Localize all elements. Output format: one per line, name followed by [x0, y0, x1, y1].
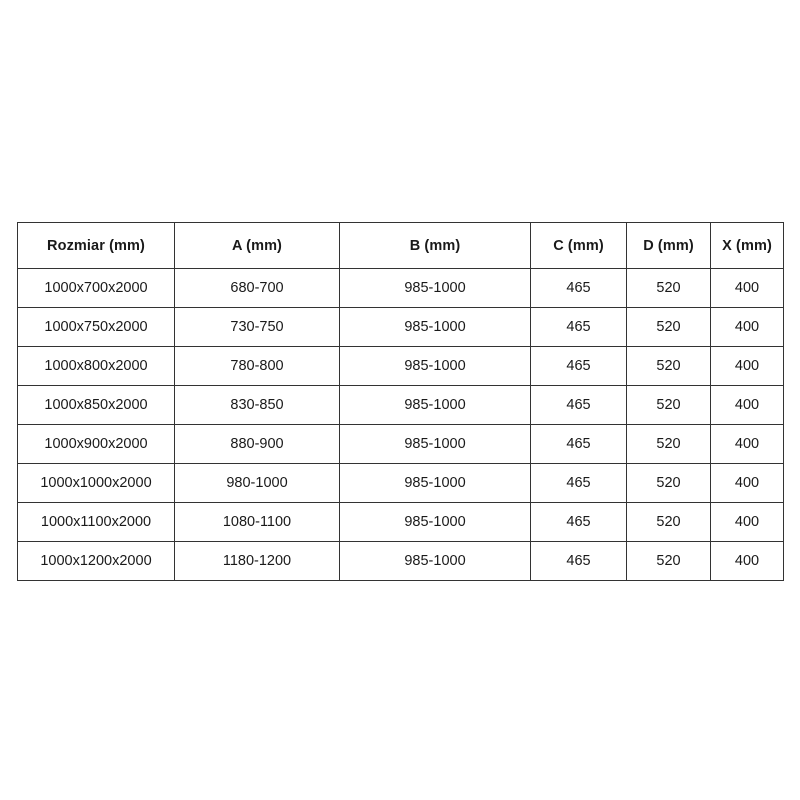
column-header-size: Rozmiar (mm) [17, 222, 175, 269]
cell-b: 985-1000 [339, 307, 531, 347]
cell-x: 400 [710, 424, 784, 464]
table-row: 1000x700x2000 680-700 985-1000 465 520 400 [17, 268, 784, 308]
cell-a: 780-800 [174, 346, 340, 386]
cell-a: 1180-1200 [174, 541, 340, 581]
cell-d: 520 [626, 541, 711, 581]
cell-b: 985-1000 [339, 268, 531, 308]
cell-c: 465 [530, 541, 627, 581]
cell-b: 985-1000 [339, 463, 531, 503]
cell-b: 985-1000 [339, 385, 531, 425]
table-body: 1000x700x2000 680-700 985-1000 465 520 400 100… [17, 268, 784, 581]
cell-size: 1000x850x2000 [17, 385, 175, 425]
cell-a: 730-750 [174, 307, 340, 347]
cell-a: 830-850 [174, 385, 340, 425]
cell-a: 980-1000 [174, 463, 340, 503]
cell-d: 520 [626, 463, 711, 503]
cell-d: 520 [626, 268, 711, 308]
cell-c: 465 [530, 307, 627, 347]
cell-size: 1000x750x2000 [17, 307, 175, 347]
table-row: 1000x800x2000 780-800 985-1000 465 520 400 [17, 346, 784, 386]
column-header-c: C (mm) [530, 222, 627, 269]
cell-x: 400 [710, 346, 784, 386]
table-header-row: Rozmiar (mm) A (mm) B (mm) C (mm) D (mm)… [17, 222, 784, 269]
cell-c: 465 [530, 385, 627, 425]
table-header: Rozmiar (mm) A (mm) B (mm) C (mm) D (mm)… [17, 222, 784, 269]
cell-c: 465 [530, 502, 627, 542]
cell-b: 985-1000 [339, 541, 531, 581]
dimensions-table: Rozmiar (mm) A (mm) B (mm) C (mm) D (mm)… [17, 222, 784, 581]
cell-b: 985-1000 [339, 346, 531, 386]
table-row: 1000x850x2000 830-850 985-1000 465 520 400 [17, 385, 784, 425]
cell-d: 520 [626, 424, 711, 464]
cell-x: 400 [710, 268, 784, 308]
cell-x: 400 [710, 541, 784, 581]
cell-size: 1000x1100x2000 [17, 502, 175, 542]
cell-c: 465 [530, 463, 627, 503]
cell-c: 465 [530, 424, 627, 464]
cell-a: 680-700 [174, 268, 340, 308]
table-row: 1000x1100x2000 1080-1100 985-1000 465 520 400 [17, 502, 784, 542]
cell-d: 520 [626, 502, 711, 542]
cell-size: 1000x1200x2000 [17, 541, 175, 581]
cell-size: 1000x700x2000 [17, 268, 175, 308]
column-header-x: X (mm) [710, 222, 784, 269]
cell-a: 1080-1100 [174, 502, 340, 542]
column-header-d: D (mm) [626, 222, 711, 269]
cell-b: 985-1000 [339, 424, 531, 464]
cell-size: 1000x1000x2000 [17, 463, 175, 503]
cell-c: 465 [530, 268, 627, 308]
cell-x: 400 [710, 307, 784, 347]
cell-size: 1000x800x2000 [17, 346, 175, 386]
cell-x: 400 [710, 385, 784, 425]
table-row: 1000x1200x2000 1180-1200 985-1000 465 520 400 [17, 541, 784, 581]
cell-a: 880-900 [174, 424, 340, 464]
cell-d: 520 [626, 385, 711, 425]
cell-d: 520 [626, 346, 711, 386]
cell-size: 1000x900x2000 [17, 424, 175, 464]
cell-c: 465 [530, 346, 627, 386]
cell-b: 985-1000 [339, 502, 531, 542]
table-row: 1000x900x2000 880-900 985-1000 465 520 400 [17, 424, 784, 464]
cell-x: 400 [710, 502, 784, 542]
specification-table-container: Rozmiar (mm) A (mm) B (mm) C (mm) D (mm)… [17, 222, 784, 581]
table-row: 1000x1000x2000 980-1000 985-1000 465 520 400 [17, 463, 784, 503]
column-header-a: A (mm) [174, 222, 340, 269]
cell-x: 400 [710, 463, 784, 503]
table-row: 1000x750x2000 730-750 985-1000 465 520 400 [17, 307, 784, 347]
column-header-b: B (mm) [339, 222, 531, 269]
cell-d: 520 [626, 307, 711, 347]
